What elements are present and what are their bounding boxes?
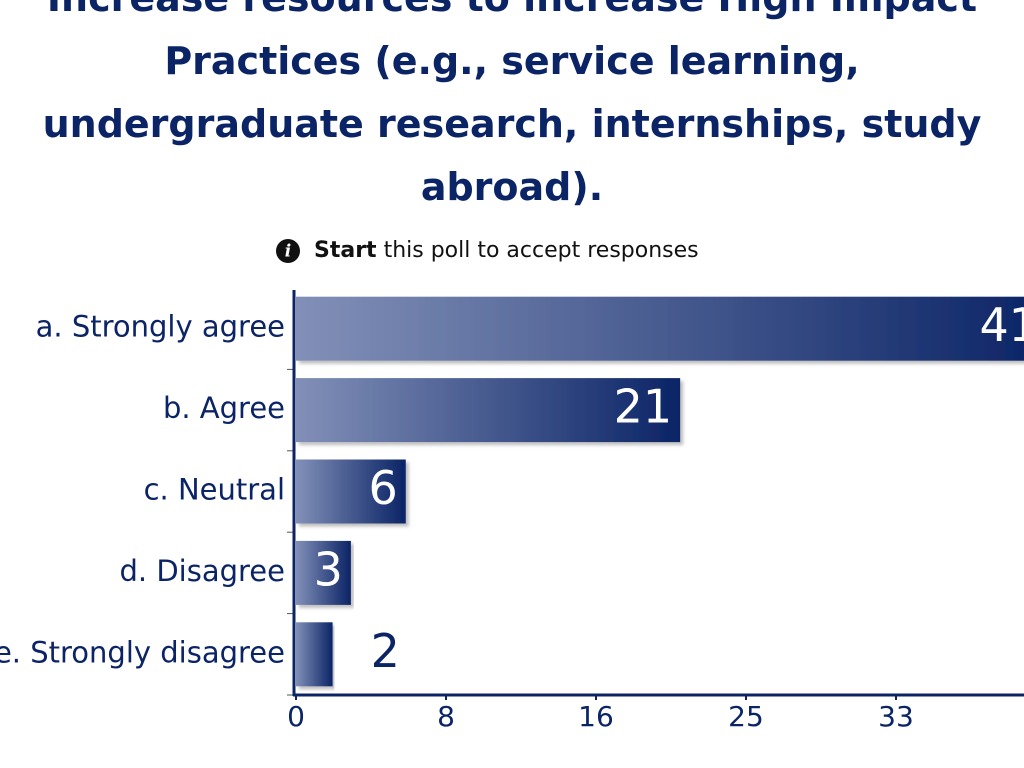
y-tick-label: e. Strongly disagree (0, 635, 285, 669)
x-tick-label: 8 (437, 700, 455, 733)
bar (296, 622, 333, 687)
bar (296, 540, 351, 605)
value-label: 3 (314, 542, 343, 596)
x-axis-title: Total Results: 73 (725, 765, 1024, 768)
bar (296, 296, 1024, 361)
value-label: 41 (979, 298, 1024, 352)
instruction: Start this poll to accept responses (314, 238, 699, 263)
bar (296, 459, 406, 524)
poll-title: Increase resources to increase High Impa… (42, 0, 982, 209)
instruction-bold[interactable]: Start (314, 238, 377, 263)
y-tick-label: b. Agree (163, 391, 285, 425)
info-icon-glyph: i (285, 242, 291, 262)
value-label: 6 (368, 461, 397, 515)
x-tick-label: 0 (287, 700, 305, 733)
y-tick-label: d. Disagree (120, 554, 286, 588)
y-tick-label: a. Strongly agree (36, 310, 285, 344)
x-tick-label: 16 (578, 700, 614, 733)
bar (296, 378, 681, 443)
x-tick-label: 33 (878, 700, 914, 733)
value-label: 21 (614, 380, 673, 434)
value-label: 2 (371, 624, 400, 678)
instruction-text: this poll to accept responses (384, 238, 699, 263)
x-tick-label: 25 (728, 700, 764, 733)
info-icon (276, 239, 300, 263)
y-tick-label: c. Neutral (144, 473, 285, 507)
